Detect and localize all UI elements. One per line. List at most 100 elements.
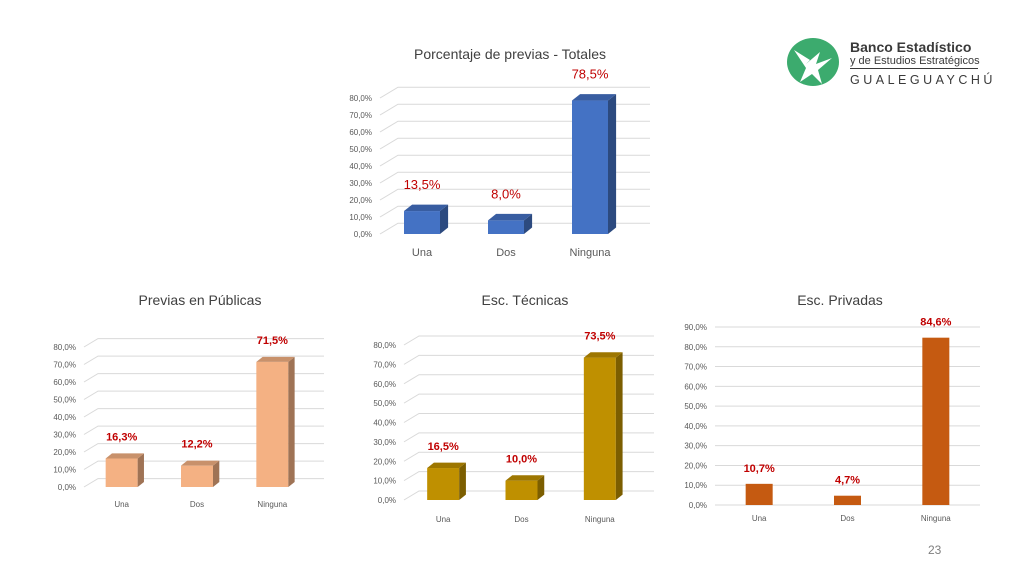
data-label: 4,7% (835, 475, 860, 487)
gridline (403, 413, 654, 423)
gridline (379, 103, 650, 116)
chart-tecnicas: Esc. Técnicas 0,0% 10,0% 20,0% 30,0% 40,0% 50… (360, 290, 690, 525)
y-tick-label: 70,0% (53, 361, 76, 370)
gridline (83, 425, 324, 435)
y-tick-label: 80,0% (53, 343, 76, 352)
gridline (379, 222, 650, 235)
bar-side (288, 356, 295, 487)
y-tick-label: 80,0% (684, 343, 707, 352)
bar-top (488, 213, 533, 221)
y-tick-label: 0,0% (58, 483, 76, 492)
y-tick-label: 40,0% (684, 422, 707, 431)
gridline (83, 338, 324, 348)
gridline (379, 86, 650, 99)
gridline (379, 137, 650, 150)
category-label: Ninguna (585, 515, 615, 524)
gridline (83, 460, 324, 470)
page-number: 23 (928, 543, 942, 557)
y-tick-label: 10,0% (373, 477, 396, 486)
gridline (403, 335, 654, 346)
y-tick-label: 40,0% (373, 419, 396, 428)
bar-top (181, 460, 220, 466)
category-label: Una (412, 247, 433, 259)
y-tick-label: 70,0% (684, 363, 707, 372)
bar-top (427, 462, 466, 469)
y-tick-label: 50,0% (684, 402, 707, 411)
category-label: Dos (514, 515, 528, 524)
y-tick-label: 90,0% (684, 323, 707, 332)
data-label: 84,6% (920, 317, 951, 329)
bar-top (256, 356, 295, 362)
bar-front (922, 337, 950, 505)
bar-side (537, 475, 545, 500)
data-label: 8,0% (491, 186, 521, 201)
bar-top (404, 204, 449, 212)
bar-front (745, 483, 773, 505)
bar-ninguna (256, 356, 295, 487)
bar-side (608, 94, 617, 234)
chart-title: Esc. Técnicas (481, 292, 569, 308)
y-tick-label: 60,0% (373, 380, 396, 389)
y-tick-label: 50,0% (53, 396, 76, 405)
gridline (403, 432, 654, 443)
y-tick-label: 50,0% (349, 145, 372, 154)
y-tick-label: 40,0% (53, 413, 76, 422)
bank-logo: Banco Estadístico y de Estudios Estratég… (786, 34, 992, 90)
y-tick-label: 10,0% (349, 213, 372, 222)
bar-dos (505, 475, 545, 500)
data-label: 13,5% (404, 177, 441, 192)
category-label: Ninguna (921, 514, 951, 523)
data-label: 16,5% (428, 441, 459, 453)
y-tick-label: 70,0% (373, 360, 396, 369)
y-tick-label: 20,0% (53, 448, 76, 457)
y-tick-label: 0,0% (378, 496, 396, 505)
data-label: 16,3% (106, 431, 137, 443)
logo-subtitle: y de Estudios Estratégicos (850, 55, 980, 67)
category-label: Ninguna (570, 247, 612, 259)
y-tick-label: 20,0% (349, 196, 372, 205)
category-label: Una (114, 500, 129, 509)
bar-side (524, 213, 533, 234)
bar-front (583, 357, 616, 500)
bar-front (181, 465, 213, 487)
bar-dos (834, 495, 861, 505)
chart-totales: Porcentaje de previas - Totales 0,0% 10,0… (330, 44, 690, 269)
chart-title: Porcentaje de previas - Totales (414, 46, 606, 62)
bar-front (404, 211, 440, 234)
bar-front (505, 480, 538, 500)
chart-title: Previas en Públicas (138, 292, 262, 308)
bar-una (105, 453, 144, 487)
bar-ninguna (583, 352, 623, 500)
gridline (379, 188, 650, 201)
y-tick-label: 0,0% (689, 501, 707, 510)
y-tick-label: 50,0% (373, 399, 396, 408)
y-tick-label: 60,0% (349, 128, 372, 137)
bar-front (488, 220, 524, 234)
category-label: Dos (840, 514, 854, 523)
gridline (83, 373, 324, 383)
category-label: Una (436, 515, 451, 524)
y-tick-label: 10,0% (53, 466, 76, 475)
bar-top (583, 352, 623, 358)
gridline (83, 408, 324, 418)
bar-side (615, 352, 623, 500)
category-label: Una (752, 514, 767, 523)
gridline (83, 390, 324, 400)
gridline (403, 451, 654, 462)
bar-top (572, 94, 617, 101)
gridline (83, 443, 324, 453)
bar-dos (488, 213, 533, 234)
bar-side (459, 462, 466, 500)
gridline (83, 355, 324, 365)
y-tick-label: 30,0% (53, 431, 76, 440)
logo-divider (850, 68, 978, 69)
bar-ninguna (922, 337, 950, 505)
y-tick-label: 30,0% (684, 442, 707, 451)
bird-logo-icon (787, 38, 839, 86)
bar-side (440, 204, 449, 234)
gridline (403, 354, 654, 365)
category-label: Dos (496, 247, 516, 259)
y-tick-label: 10,0% (684, 481, 707, 490)
y-tick-label: 30,0% (349, 179, 372, 188)
data-label: 71,5% (257, 335, 288, 347)
